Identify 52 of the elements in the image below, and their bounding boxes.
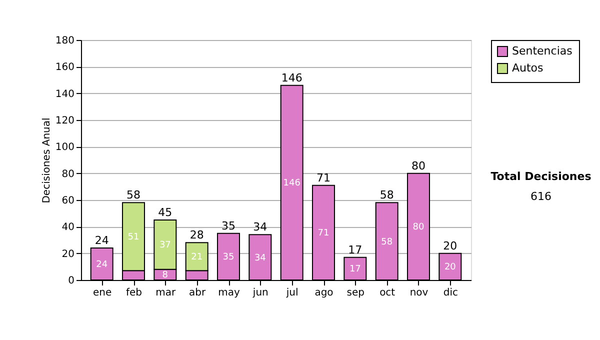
total-label: 28 bbox=[190, 228, 204, 242]
data-label: 8 bbox=[162, 270, 168, 281]
y-tick-label: 140 bbox=[55, 88, 74, 100]
x-tick-label: jun bbox=[252, 288, 268, 298]
data-label: 35 bbox=[222, 252, 234, 263]
data-label: 37 bbox=[159, 240, 171, 251]
total-label: 34 bbox=[253, 220, 268, 234]
x-tick-label: ago bbox=[314, 288, 334, 298]
data-label: 80 bbox=[412, 222, 424, 233]
total-label: 71 bbox=[316, 171, 330, 184]
y-tick-label: 80 bbox=[62, 168, 74, 180]
data-label: 71 bbox=[318, 228, 330, 239]
y-tick-label: 100 bbox=[55, 142, 74, 154]
total-label: 17 bbox=[348, 243, 362, 256]
data-label: 34 bbox=[254, 253, 266, 264]
y-tick-label: 0 bbox=[68, 276, 74, 286]
legend-label: Autos bbox=[512, 62, 544, 74]
data-label: 146 bbox=[283, 178, 301, 189]
x-tick-label: mar bbox=[156, 288, 177, 298]
total-label: 80 bbox=[412, 159, 426, 172]
data-label: 17 bbox=[349, 264, 361, 275]
x-tick-label: ene bbox=[93, 288, 112, 298]
total-label: 146 bbox=[281, 71, 302, 84]
data-label: 58 bbox=[381, 237, 393, 248]
x-tick-label: sep bbox=[346, 288, 365, 298]
total-label: 58 bbox=[380, 188, 394, 202]
text: Total Decisiones bbox=[490, 170, 592, 183]
legend-label: Sentencias bbox=[512, 44, 573, 58]
x-tick-label: oct bbox=[380, 288, 396, 298]
text: 616 bbox=[530, 190, 552, 203]
y-tick-label: 60 bbox=[62, 196, 74, 206]
x-tick-label: jul bbox=[285, 288, 298, 298]
x-tick-label: abr bbox=[189, 288, 207, 298]
y-tick-label: 160 bbox=[55, 62, 74, 74]
total-label: 20 bbox=[443, 239, 458, 252]
total-label: 24 bbox=[94, 234, 109, 247]
data-label: 24 bbox=[96, 260, 108, 270]
x-tick-label: dic bbox=[443, 288, 458, 298]
y-axis-title: Decisiones Anual bbox=[41, 118, 52, 204]
data-label: 21 bbox=[191, 252, 203, 263]
total-label: 35 bbox=[222, 219, 236, 232]
data-label: 51 bbox=[128, 232, 140, 243]
y-tick-label: 20 bbox=[62, 248, 74, 260]
y-tick-label: 40 bbox=[62, 222, 74, 234]
total-label: 45 bbox=[158, 206, 172, 219]
x-tick-label: nov bbox=[410, 288, 428, 298]
x-tick-label: feb bbox=[126, 288, 142, 298]
x-tick-label: may bbox=[218, 288, 240, 298]
y-tick-label: 120 bbox=[55, 116, 74, 126]
data-label: 20 bbox=[444, 262, 456, 273]
y-tick-label: 180 bbox=[55, 36, 74, 46]
total-label: 58 bbox=[126, 188, 140, 202]
